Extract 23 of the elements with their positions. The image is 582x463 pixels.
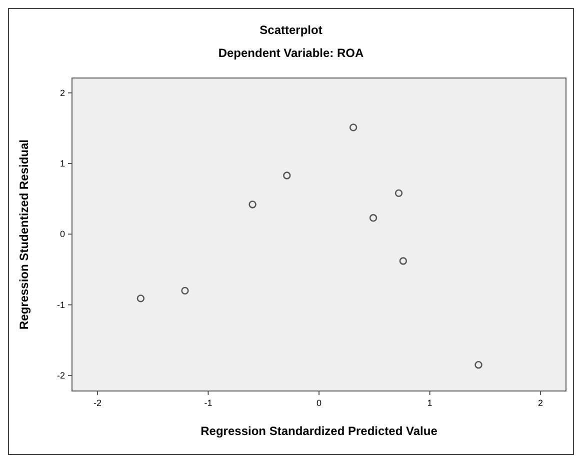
point [181,286,189,295]
y-tick-label: -1 [56,300,65,310]
y-tick-label: 0 [60,229,65,240]
x-tick-label: 2 [538,398,544,408]
y-tick-label: 2 [60,88,65,98]
point [349,124,358,132]
y-tick-label: -2 [56,370,65,380]
x-tick-label: 1 [427,398,432,408]
chart-subtitle: Dependent Variable: ROA [218,46,364,60]
point [394,189,403,198]
x-tick-label: -1 [204,398,212,408]
point [248,200,256,208]
point [474,361,482,369]
point [399,257,408,265]
x-axis-title: Regression Standardized Predicted Value [200,424,438,438]
point [369,214,378,222]
chart-title: Scatterplot [260,23,322,37]
point [136,294,145,302]
point [283,172,291,180]
x-tick-label: -2 [93,398,102,408]
y-tick-label: 1 [60,158,65,168]
y-axis-title: Regression Studentized Residual [17,139,31,330]
x-tick-label: 0 [316,398,322,408]
